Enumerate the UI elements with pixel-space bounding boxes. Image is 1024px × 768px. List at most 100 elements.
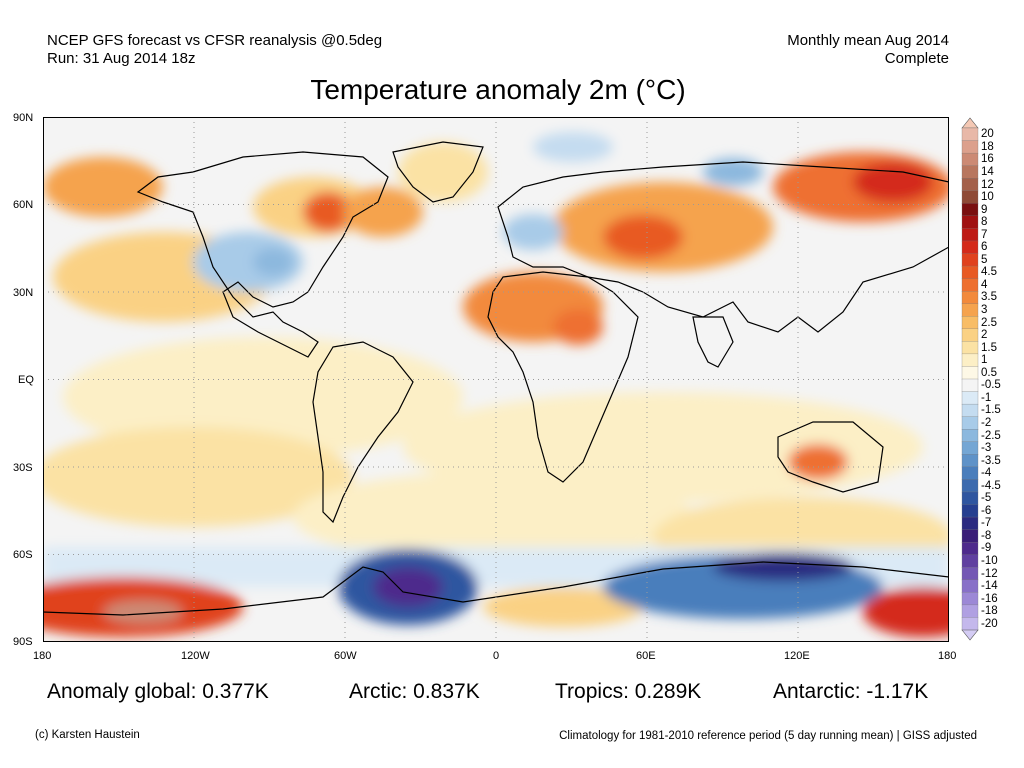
colorbar-label: 14 <box>981 165 994 178</box>
colorbar-svg <box>961 117 979 641</box>
colorbar-cell <box>961 554 979 568</box>
colorbar-cell <box>961 592 979 606</box>
lon-tick-60w: 60W <box>334 650 357 662</box>
lon-tick-180e: 180 <box>938 650 957 662</box>
colorbar-cell <box>961 491 979 506</box>
colorbar-label: 18 <box>981 140 994 153</box>
colorbar-label: -0.5 <box>981 379 1001 392</box>
map-svg <box>43 117 949 642</box>
colorbar-cell <box>961 567 979 581</box>
colorbar-label: 20 <box>981 128 994 141</box>
colorbar-cell <box>961 504 979 518</box>
colorbar-cell <box>961 152 979 167</box>
colorbar-label: 1 <box>981 354 988 367</box>
colorbar-label: -16 <box>981 592 998 605</box>
colorbar-label: 2 <box>981 329 988 342</box>
anomaly-antarctic: Antarctic: -1.17K <box>773 680 929 703</box>
colorbar-tip-top <box>961 117 979 129</box>
colorbar-cell <box>961 403 979 418</box>
colorbar-label: 12 <box>981 178 994 191</box>
colorbar-cell <box>961 328 979 342</box>
lat-tick-60s: 60S <box>13 549 33 561</box>
lat-tick-90s: 90S <box>13 636 33 648</box>
colorbar-label: -4.5 <box>981 479 1001 492</box>
colorbar-cell <box>961 316 979 330</box>
coastlines <box>43 141 949 616</box>
colorbar-label: 7 <box>981 228 988 241</box>
lat-tick-30s: 30S <box>13 462 33 474</box>
colorbar-label: -14 <box>981 580 998 593</box>
colorbar-label: 3.5 <box>981 291 997 304</box>
colorbar-label: 4 <box>981 278 988 291</box>
colorbar-label: -1 <box>981 391 992 404</box>
colorbar-cell <box>961 240 979 255</box>
colorbar-label: 5 <box>981 253 988 266</box>
colorbar-label: -6 <box>981 504 992 517</box>
colorbar-cell <box>961 203 979 217</box>
model-description: NCEP GFS forecast vs CFSR reanalysis @0.… <box>47 32 383 49</box>
colorbar-cell <box>961 165 979 179</box>
anomaly-arctic: Arctic: 0.837K <box>349 680 480 703</box>
map-title: Temperature anomaly 2m (°C) <box>310 74 686 105</box>
colorbar-cell <box>961 378 979 393</box>
averaging-period: Monthly mean Aug 2014 <box>787 32 949 49</box>
colorbar-cell <box>961 479 979 493</box>
colorbar-label: 2.5 <box>981 316 997 329</box>
lat-tick-30n: 30N <box>13 287 34 299</box>
climatology-note: Climatology for 1981-2010 reference peri… <box>559 730 977 742</box>
colorbar-cell <box>961 466 979 480</box>
colorbar-cell <box>961 529 979 543</box>
colorbar-label: -12 <box>981 567 998 580</box>
colorbar-cell <box>961 341 979 355</box>
graticule <box>43 117 949 642</box>
map-frame <box>43 117 949 642</box>
colorbar-label: 1.5 <box>981 341 997 354</box>
colorbar-cell <box>961 215 979 229</box>
run-time: Run: 31 Aug 2014 18z <box>47 50 196 67</box>
colorbar-cell <box>961 290 979 305</box>
colorbar-label: -4 <box>981 467 992 480</box>
colorbar-cell <box>961 604 979 618</box>
colorbar-cell <box>961 127 979 142</box>
colorbar-cells <box>961 127 979 631</box>
colorbar-label: -9 <box>981 542 992 555</box>
colorbar-label: -2 <box>981 416 992 429</box>
colorbar-label: 4.5 <box>981 266 997 279</box>
colorbar-label: 6 <box>981 241 988 254</box>
colorbar-cell <box>961 579 979 593</box>
colorbar <box>961 117 979 641</box>
colorbar-cell <box>961 178 979 192</box>
colorbar-label: -18 <box>981 605 998 618</box>
lon-tick-60e: 60E <box>636 650 656 662</box>
colorbar-label: -5 <box>981 492 992 505</box>
colorbar-cell <box>961 278 979 292</box>
colorbar-cell <box>961 303 979 317</box>
colorbar-cell <box>961 617 979 631</box>
colorbar-label: -3 <box>981 442 992 454</box>
colorbar-cell <box>961 366 979 380</box>
colorbar-cell <box>961 541 979 556</box>
credit: (c) Karsten Haustein <box>35 729 140 741</box>
colorbar-label: -2.5 <box>981 429 1001 442</box>
colorbar-label: -3.5 <box>981 454 1001 467</box>
lat-tick-90n: 90N <box>13 112 34 124</box>
colorbar-cell <box>961 391 979 405</box>
lon-tick-120w: 120W <box>181 650 210 662</box>
lon-tick-120e: 120E <box>784 650 810 662</box>
colorbar-label: 16 <box>981 153 994 166</box>
colorbar-cell <box>961 140 979 154</box>
colorbar-cell <box>961 253 979 267</box>
colorbar-label: 0.5 <box>981 366 997 379</box>
colorbar-label: -10 <box>981 555 998 567</box>
colorbar-cell <box>961 228 979 242</box>
anomaly-map <box>43 117 949 642</box>
colorbar-label: -7 <box>981 517 992 530</box>
lat-tick-eq: EQ <box>18 374 34 386</box>
colorbar-cell <box>961 190 979 204</box>
colorbar-label: -20 <box>981 617 998 630</box>
completion-status: Complete <box>884 50 949 67</box>
colorbar-label: -8 <box>981 529 992 542</box>
colorbar-label: 9 <box>981 203 988 216</box>
colorbar-label: 8 <box>981 216 988 229</box>
colorbar-cell <box>961 353 979 367</box>
